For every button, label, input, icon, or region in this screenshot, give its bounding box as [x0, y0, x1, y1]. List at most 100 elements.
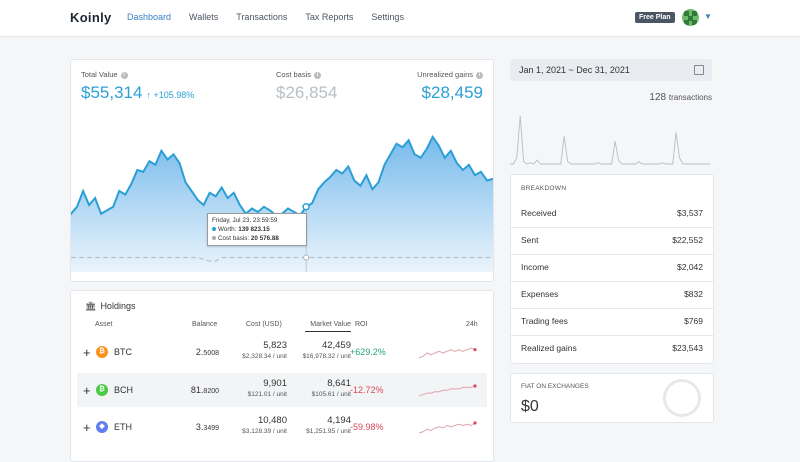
worth-area [71, 136, 493, 272]
info-icon[interactable]: i [314, 71, 322, 79]
portfolio-value-card: Total Value i $55,314 ↑ +105.98% Cost basi… [70, 59, 494, 282]
coin-icon: ₿ [96, 346, 108, 358]
asset-roi: -59.98% [350, 422, 384, 432]
balance-decimals: 8200 [203, 387, 219, 395]
balance-decimals: 5008 [203, 350, 219, 357]
holdings-card: 🏛 Holdings Asset Balance Cost (USD) Marke… [70, 290, 494, 462]
cost-value: 9,901 [263, 377, 287, 389]
app-logo[interactable]: Koinly [70, 10, 112, 25]
col-market-value[interactable]: Market Value [305, 321, 351, 332]
market-value: 4,194 [327, 415, 351, 426]
tooltip-date: Friday, Jul 23, 23:59:59 [212, 217, 278, 224]
nav-wallets[interactable]: Wallets [189, 12, 219, 22]
transactions-line [510, 115, 710, 165]
col-cost[interactable]: Cost (USD) [246, 321, 282, 328]
breakdown-divider [511, 308, 713, 309]
calendar-icon[interactable] [694, 65, 704, 75]
plan-badge[interactable]: Free Plan [635, 12, 675, 23]
breakdown-card: BREAKDOWN Received $3,537 Sent $22,552 Incom… [510, 174, 714, 364]
breakdown-row: Received $3,537 [521, 208, 703, 218]
info-icon[interactable]: i [120, 71, 128, 79]
balance-decimals: 3499 [203, 425, 219, 432]
cost-per-unit: $2,328.34 / unit [242, 353, 287, 360]
breakdown-label: Received [521, 208, 557, 218]
breakdown-label: Trading fees [521, 316, 568, 326]
date-range-picker[interactable]: Jan 1, 2021 ~ Dec 31, 2021 [510, 59, 712, 81]
top-navbar: Koinly Dashboard Wallets Transactions Ta… [0, 0, 800, 37]
breakdown-divider [511, 281, 713, 282]
col-asset[interactable]: Asset [95, 321, 113, 328]
breakdown-title: BREAKDOWN [521, 185, 567, 192]
avatar[interactable] [682, 9, 699, 26]
cost-per-unit: $121.01 / unit [247, 390, 287, 398]
coin-icon: ◆ [96, 421, 108, 433]
coin-icon: ₿ [96, 383, 108, 396]
nav-transactions[interactable]: Transactions [236, 12, 288, 22]
fiat-card: FIAT ON EXCHANGES $0 [510, 373, 714, 423]
expand-icon[interactable]: + [83, 420, 91, 435]
breakdown-value: $22,552 [672, 235, 703, 245]
col-roi[interactable]: ROI [355, 321, 368, 328]
tooltip-worth-label: Worth: [218, 226, 237, 233]
breakdown-row: Realized gains $23,543 [521, 343, 703, 353]
market-value-per-unit: $105.61 / unit [311, 390, 351, 398]
cost-basis-kpi: Cost basis i $26,854 [276, 70, 337, 103]
expand-icon[interactable]: + [83, 382, 91, 398]
unrealized-gains-kpi: Unrealized gains i $28,459 [417, 70, 483, 103]
cost-basis-line [71, 256, 493, 262]
nav-settings[interactable]: Settings [371, 12, 404, 22]
balance-main: 81. [190, 384, 204, 395]
expand-icon[interactable]: + [83, 345, 91, 360]
portfolio-chart[interactable] [71, 120, 493, 280]
balance-main: 2. [195, 347, 204, 357]
cost-basis-value: $26,854 [276, 83, 338, 102]
cost-basis-label: Cost basis [276, 70, 312, 79]
breakdown-value: $2,042 [677, 262, 703, 272]
transaction-count: 128 transactions [649, 92, 712, 103]
holding-row[interactable]: + ◆ ETH 3.3499 10,480 $3,128.39 / unit 4,194 $1… [77, 410, 487, 444]
breakdown-label: Income [521, 262, 549, 272]
cost-legend-icon [212, 236, 216, 240]
asset-symbol[interactable]: ETH [114, 422, 132, 432]
tooltip-worth: 139 823.15 [238, 226, 270, 233]
transaction-count-value: 128 [649, 92, 667, 103]
sparkline-24h [418, 421, 477, 434]
sparkline-end-dot [473, 383, 477, 388]
sparkline-line [418, 385, 476, 396]
cost-per-unit: $3,128.39 / unit [242, 428, 287, 435]
breakdown-label: Realized gains [521, 343, 577, 353]
holdings-title-text: Holdings [100, 301, 136, 311]
asset-symbol[interactable]: BCH [114, 384, 134, 395]
nav-dashboard[interactable]: Dashboard [127, 12, 172, 22]
col-24h[interactable]: 24h [466, 321, 478, 328]
fiat-title: FIAT ON EXCHANGES [521, 383, 589, 390]
sparkline-end-dot [473, 348, 477, 352]
sparkline-line [418, 347, 476, 359]
date-range-text: Jan 1, 2021 ~ Dec 31, 2021 [519, 65, 630, 75]
breakdown-value: $769 [684, 316, 703, 326]
asset-balance: 2.5008 [196, 347, 219, 357]
holdings-title: 🏛 Holdings [85, 301, 135, 312]
asset-balance: 81.8200 [191, 385, 219, 395]
bank-icon: 🏛 [85, 301, 97, 311]
nav-tax-reports[interactable]: Tax Reports [305, 12, 354, 22]
unrealized-gains-value: $28,459 [421, 83, 483, 102]
cost-hover-point [303, 254, 310, 261]
worth-legend-icon [212, 227, 216, 231]
market-value-per-unit: $16,978.32 / unit [302, 353, 351, 360]
market-value-per-unit: $1,251.95 / unit [306, 428, 351, 435]
asset-cost: 9,901 $121.01 / unit [248, 378, 287, 398]
sparkline-24h [418, 347, 477, 359]
main-nav: Dashboard Wallets Transactions Tax Repor… [127, 12, 422, 22]
chevron-down-icon[interactable]: ▼ [704, 12, 712, 21]
total-value: $55,314 [81, 83, 143, 102]
holding-row[interactable]: + ₿ BCH 81.8200 9,901 $121.01 / unit 8,641 $105… [77, 372, 487, 407]
breakdown-row: Expenses $832 [521, 289, 703, 299]
info-icon[interactable]: i [476, 71, 483, 79]
breakdown-divider [511, 335, 713, 336]
holding-row[interactable]: + ₿ BTC 2.5008 5,823 $2,328.34 / unit 42,459 $1… [77, 335, 487, 369]
asset-market-value: 8,641 $105.61 / unit [312, 378, 351, 398]
col-balance[interactable]: Balance [192, 321, 218, 328]
asset-roi: +629.2% [350, 347, 386, 357]
asset-symbol[interactable]: BTC [114, 347, 132, 357]
